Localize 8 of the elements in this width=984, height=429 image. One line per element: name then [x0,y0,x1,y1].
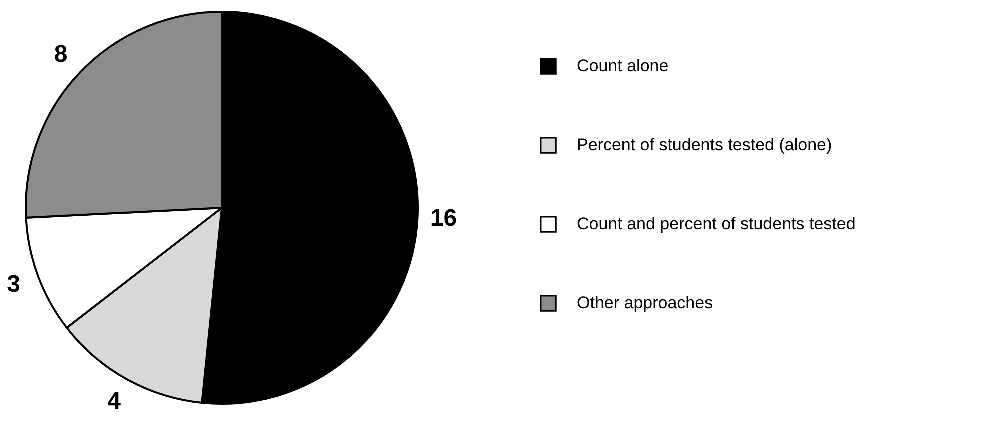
data-label: 3 [7,271,20,298]
data-label: 8 [54,41,68,68]
legend-label: Count and percent of students tested [577,214,856,234]
legend-label: Other approaches [577,294,714,312]
legend-label: Percent of students tested (alone) [577,136,832,154]
data-label: 4 [108,388,122,416]
data-label: 16 [430,205,458,232]
legend-label: Count alone [577,56,669,76]
